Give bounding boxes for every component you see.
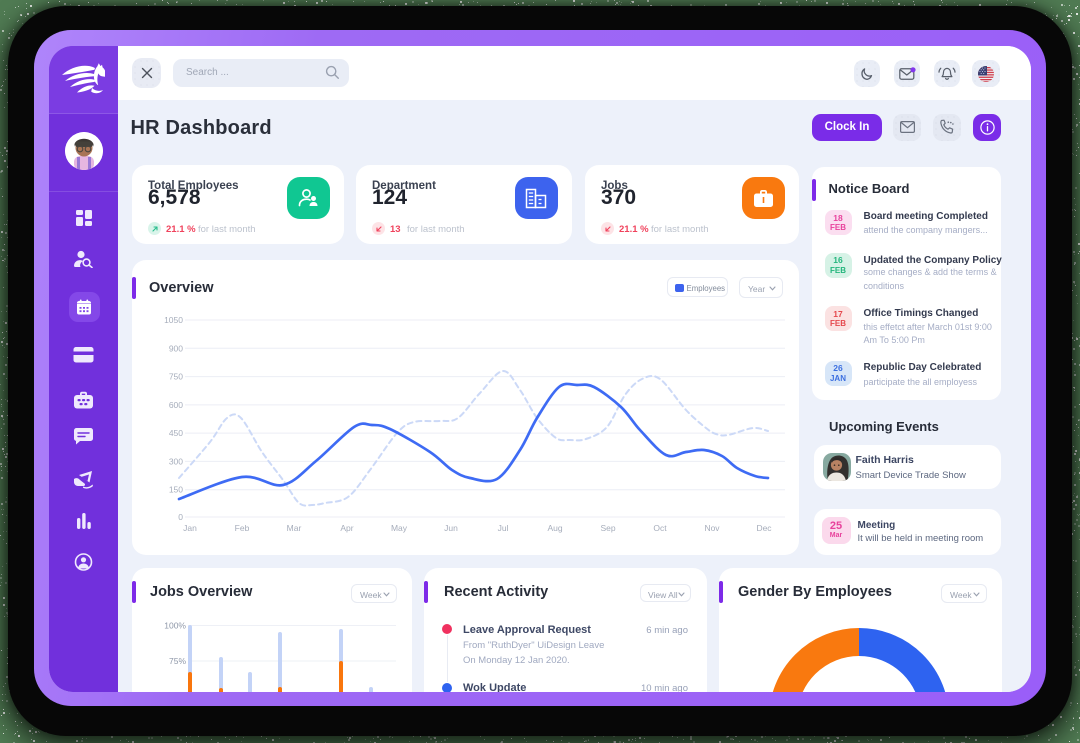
svg-text:450: 450 (169, 428, 183, 438)
svg-text:600: 600 (169, 400, 183, 410)
svg-text:Jan: Jan (183, 523, 197, 533)
svg-text:Aug: Aug (547, 523, 562, 533)
svg-text:Jul: Jul (498, 523, 509, 533)
svg-text:Apr: Apr (340, 523, 353, 533)
svg-text:Nov: Nov (704, 523, 720, 533)
svg-text:Sep: Sep (600, 523, 615, 533)
svg-text:100%: 100% (164, 621, 186, 631)
svg-text:May: May (391, 523, 408, 533)
svg-text:0: 0 (178, 512, 183, 522)
svg-text:300: 300 (169, 456, 183, 466)
svg-text:Mar: Mar (287, 523, 302, 533)
svg-text:1050: 1050 (164, 315, 183, 325)
svg-text:Oct: Oct (653, 523, 667, 533)
svg-text:Dec: Dec (756, 523, 772, 533)
svg-text:750: 750 (169, 372, 183, 382)
svg-text:75%: 75% (169, 656, 186, 666)
svg-text:Feb: Feb (235, 523, 250, 533)
svg-text:900: 900 (169, 343, 183, 353)
svg-text:150: 150 (169, 485, 183, 495)
svg-text:Jun: Jun (444, 523, 458, 533)
